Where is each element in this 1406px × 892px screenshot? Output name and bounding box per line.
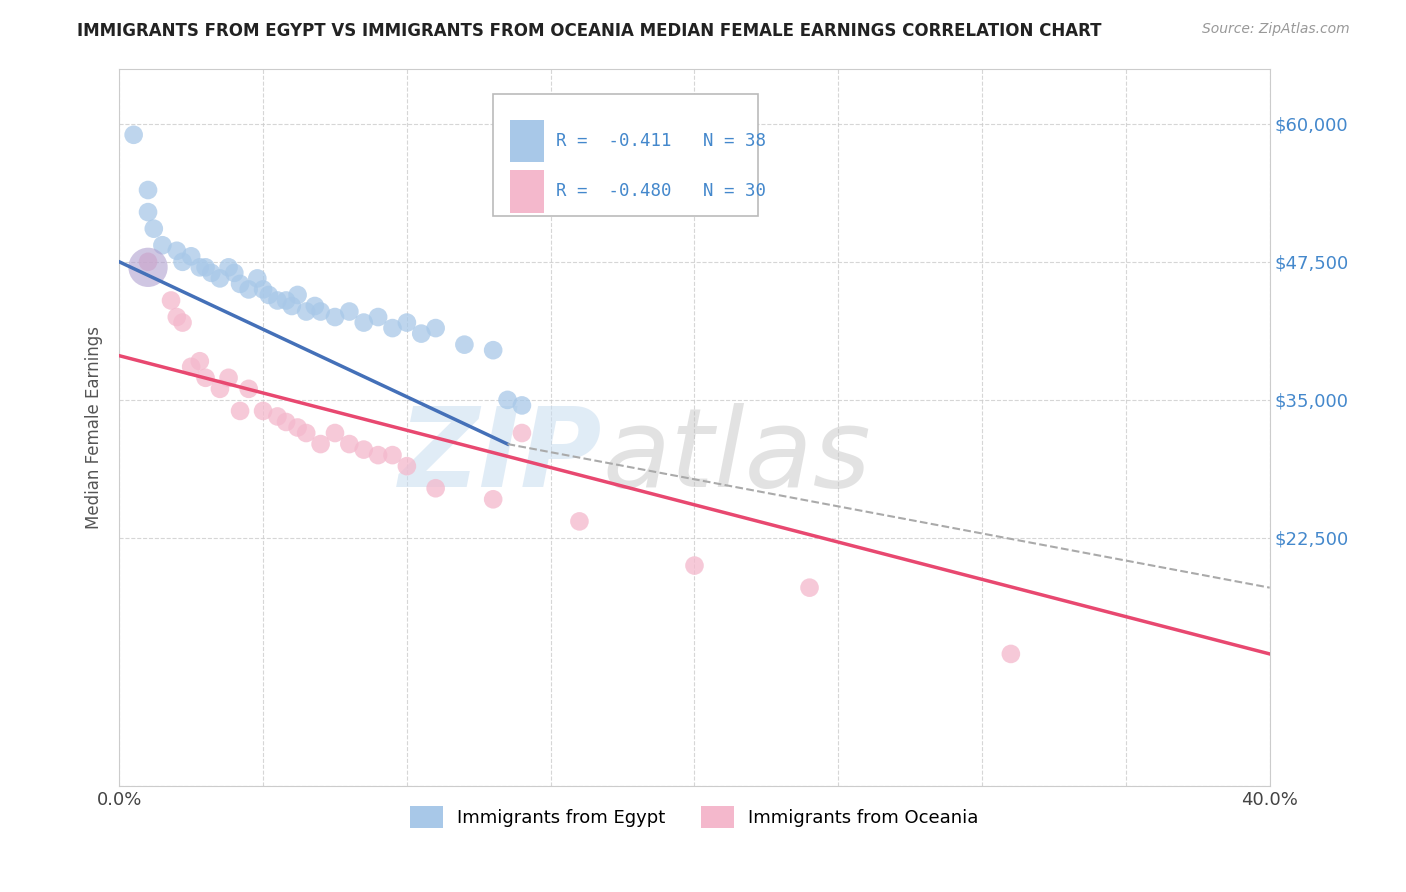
Text: atlas: atlas [602, 402, 872, 509]
Point [274, 293, 297, 308]
Point [323, 425, 346, 440]
Point [337, 304, 360, 318]
Point [309, 437, 332, 451]
Point [136, 205, 159, 219]
Point [309, 304, 332, 318]
Point [166, 310, 188, 324]
Legend: Immigrants from Egypt, Immigrants from Oceania: Immigrants from Egypt, Immigrants from O… [404, 798, 986, 835]
Point [152, 238, 174, 252]
Point [238, 282, 260, 296]
Point [683, 558, 706, 573]
Point [194, 371, 217, 385]
Point [323, 310, 346, 324]
Point [510, 425, 533, 440]
Point [172, 316, 194, 330]
Text: ZIP: ZIP [399, 402, 602, 509]
Point [194, 260, 217, 275]
Point [238, 382, 260, 396]
Point [281, 299, 304, 313]
Point [246, 271, 269, 285]
Point [266, 293, 288, 308]
Point [218, 371, 240, 385]
Text: IMMIGRANTS FROM EGYPT VS IMMIGRANTS FROM OCEANIA MEDIAN FEMALE EARNINGS CORRELAT: IMMIGRANTS FROM EGYPT VS IMMIGRANTS FROM… [77, 22, 1102, 40]
Point [304, 299, 326, 313]
Point [425, 321, 447, 335]
Point [252, 282, 274, 296]
Point [287, 420, 309, 434]
FancyBboxPatch shape [510, 170, 544, 212]
Point [200, 266, 222, 280]
Point [295, 425, 318, 440]
Text: R =  -0.480   N = 30: R = -0.480 N = 30 [557, 183, 766, 201]
Point [229, 404, 252, 418]
Point [295, 304, 318, 318]
Point [136, 260, 159, 275]
Point [172, 255, 194, 269]
Point [160, 293, 183, 308]
Point [353, 316, 375, 330]
FancyBboxPatch shape [510, 120, 544, 162]
Point [266, 409, 288, 424]
Point [395, 316, 418, 330]
Point [353, 442, 375, 457]
Point [274, 415, 297, 429]
Point [136, 183, 159, 197]
Point [257, 288, 280, 302]
Point [142, 221, 165, 235]
Point [208, 271, 231, 285]
Point [166, 244, 188, 258]
Point [381, 321, 404, 335]
Point [367, 448, 389, 462]
Point [496, 392, 519, 407]
Point [252, 404, 274, 418]
FancyBboxPatch shape [494, 94, 758, 216]
Point [482, 343, 505, 358]
Point [136, 255, 159, 269]
Y-axis label: Median Female Earnings: Median Female Earnings [86, 326, 103, 529]
Text: R =  -0.411   N = 38: R = -0.411 N = 38 [557, 132, 766, 150]
Point [411, 326, 433, 341]
Point [180, 249, 202, 263]
Point [122, 128, 145, 142]
Point [224, 266, 246, 280]
Point [453, 337, 475, 351]
Point [381, 448, 404, 462]
Point [1000, 647, 1022, 661]
Point [208, 382, 231, 396]
Text: Source: ZipAtlas.com: Source: ZipAtlas.com [1202, 22, 1350, 37]
Point [510, 398, 533, 412]
Point [568, 515, 591, 529]
Point [188, 260, 211, 275]
Point [482, 492, 505, 507]
Point [337, 437, 360, 451]
Point [229, 277, 252, 291]
Point [425, 481, 447, 495]
Point [180, 359, 202, 374]
Point [188, 354, 211, 368]
Point [367, 310, 389, 324]
Point [799, 581, 821, 595]
Point [287, 288, 309, 302]
Point [218, 260, 240, 275]
Point [395, 459, 418, 474]
